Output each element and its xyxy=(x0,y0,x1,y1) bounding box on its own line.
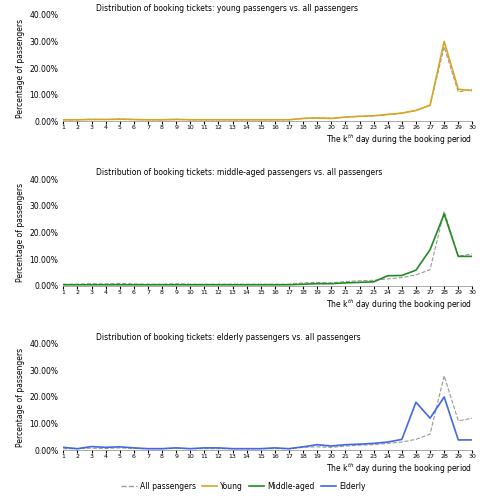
Text: Distribution of booking tickets: young passengers vs. all passengers: Distribution of booking tickets: young p… xyxy=(96,4,358,13)
Y-axis label: Percentage of passengers: Percentage of passengers xyxy=(16,348,25,446)
X-axis label: The k$^{th}$ day during the booking period: The k$^{th}$ day during the booking peri… xyxy=(326,298,472,312)
Y-axis label: Percentage of passengers: Percentage of passengers xyxy=(16,18,25,117)
Y-axis label: Percentage of passengers: Percentage of passengers xyxy=(16,183,25,282)
Text: Distribution of booking tickets: elderly passengers vs. all passengers: Distribution of booking tickets: elderly… xyxy=(96,332,361,342)
Legend: All passengers, Young, Middle-aged, Elderly: All passengers, Young, Middle-aged, Elde… xyxy=(118,478,369,494)
Text: Distribution of booking tickets: middle-aged passengers vs. all passengers: Distribution of booking tickets: middle-… xyxy=(96,168,382,177)
X-axis label: The k$^{th}$ day during the booking period: The k$^{th}$ day during the booking peri… xyxy=(326,133,472,148)
X-axis label: The k$^{th}$ day during the booking period: The k$^{th}$ day during the booking peri… xyxy=(326,462,472,476)
